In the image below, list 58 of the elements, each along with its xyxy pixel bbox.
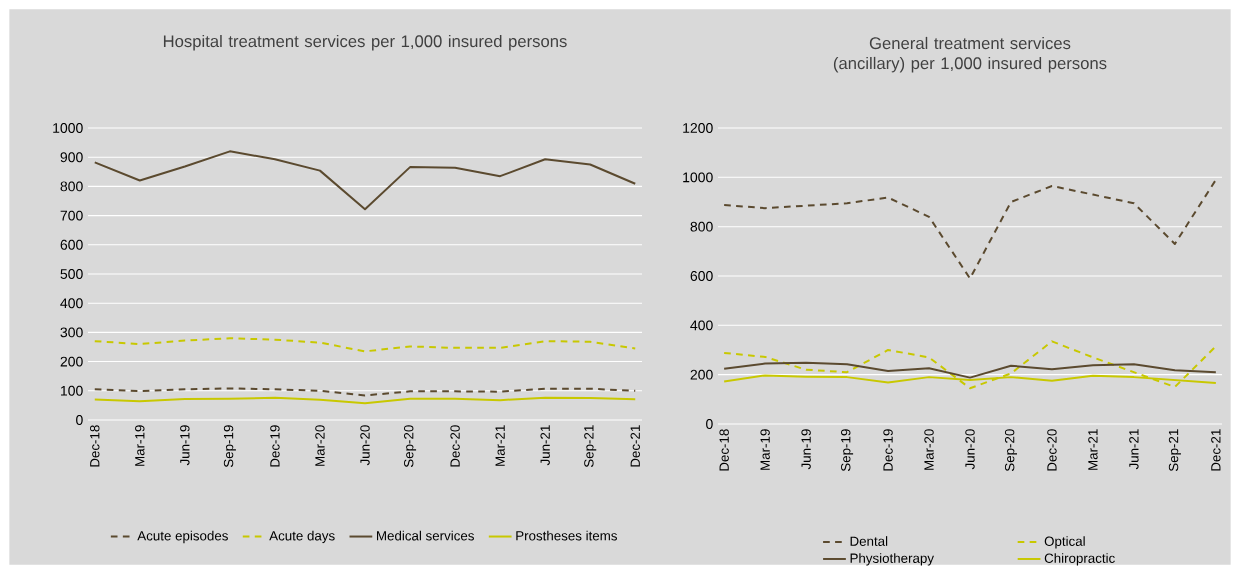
y-tick-label: 1000 — [683, 172, 713, 183]
x-tick-label: Sep-20 — [1004, 429, 1018, 472]
x-tick-label: Sep-19 — [223, 425, 236, 468]
x-tick-label: Sep-19 — [841, 429, 854, 472]
x-tick-label: Mar-21 — [495, 425, 505, 466]
y-tick-label: 700 — [60, 210, 83, 221]
x-tick-label: Jun-20 — [360, 425, 370, 466]
x-tick-label: Mar-20 — [315, 425, 325, 466]
y-tick-label: 200 — [690, 369, 713, 380]
x-tick-label: Mar-19 — [135, 425, 145, 466]
x-tick-label: Mar-21 — [1088, 429, 1098, 470]
x-tick-label: Jun-21 — [1129, 429, 1139, 470]
x-tick-label: Sep-21 — [584, 425, 597, 468]
x-tick-label: Dec-20 — [450, 425, 460, 467]
x-tick-label: Dec-18 — [719, 429, 729, 471]
y-tick-label: 1200 — [683, 123, 713, 133]
legend-label: Medical services — [377, 530, 474, 541]
y-tick-label: 300 — [60, 327, 83, 338]
line-series — [93, 150, 637, 211]
x-tick-label: Jun-20 — [965, 429, 975, 470]
line-series — [723, 361, 1217, 379]
legend-label: Optical — [1044, 536, 1085, 549]
y-tick-label: 500 — [60, 269, 83, 279]
legend-label: Prostheses items — [516, 530, 617, 541]
x-tick-label: Dec-19 — [883, 429, 893, 471]
legend-label: Acute days — [269, 530, 335, 544]
x-tick-label: Mar-20 — [924, 429, 934, 470]
y-tick-label: 400 — [690, 320, 713, 331]
y-tick-label: 1000 — [53, 123, 83, 133]
x-tick-label: Dec-20 — [1047, 429, 1057, 471]
chart-title: Hospital treatment services per 1,000 insured persons — [163, 34, 567, 51]
y-tick-label: 0 — [706, 419, 713, 429]
y-tick-label: 600 — [690, 271, 713, 281]
x-tick-label: Dec-19 — [270, 425, 280, 467]
y-tick-label: 100 — [61, 385, 83, 396]
x-tick-label: Dec-21 — [630, 425, 640, 467]
x-tick-label: Dec-18 — [90, 425, 100, 467]
x-tick-label: Jun-21 — [540, 425, 550, 466]
x-tick-label: Mar-19 — [760, 429, 770, 470]
chart-title: General treatment services (ancillary) per 1,000 insured persons — [833, 36, 1107, 73]
x-tick-label: Sep-21 — [1168, 429, 1181, 472]
legend-label: Chiropractic — [1044, 553, 1115, 566]
line-series — [93, 387, 637, 397]
y-tick-label: 400 — [60, 298, 83, 309]
line-series — [93, 337, 637, 353]
y-tick-label: 200 — [60, 356, 83, 367]
y-tick-label: 600 — [60, 239, 83, 250]
y-tick-label: 800 — [60, 181, 83, 192]
x-tick-label: Dec-21 — [1211, 429, 1221, 471]
x-tick-label: Sep-20 — [404, 425, 417, 468]
legend-label: Dental — [850, 536, 888, 546]
y-tick-label: 900 — [60, 152, 83, 163]
y-tick-label: 800 — [690, 221, 713, 232]
x-tick-label: Jun-19 — [801, 429, 811, 470]
y-tick-label: 0 — [76, 415, 83, 425]
legend-label: Physiotherapy — [850, 553, 934, 566]
x-tick-label: Jun-19 — [180, 425, 190, 466]
legend-label: Acute episodes — [137, 530, 228, 544]
